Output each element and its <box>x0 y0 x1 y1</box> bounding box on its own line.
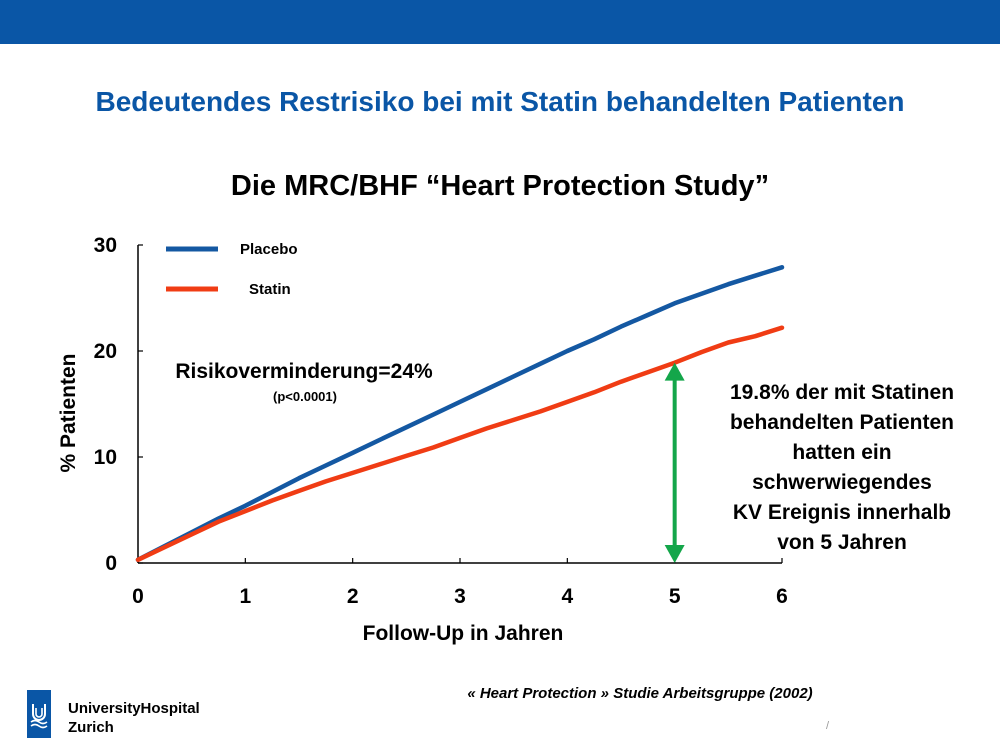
x-tick-label: 6 <box>776 585 788 608</box>
top-brand-bar <box>0 0 1000 44</box>
logo-line-2: Zurich <box>68 719 114 736</box>
callout-line: von 5 Jahren <box>777 531 907 554</box>
difference-arrow <box>664 362 685 563</box>
risk-reduction-label: Risikoverminderung=24% <box>175 360 433 383</box>
callout-line: behandelten Patienten <box>729 411 955 434</box>
y-tick-label: 10 <box>94 446 117 469</box>
logo-line-1: UniversityHospital <box>68 700 200 717</box>
arrow-head-up <box>664 362 685 381</box>
callout-line: schwerwiegendes <box>752 471 932 494</box>
callout-line: 19.8% der mit Statinen <box>729 381 955 404</box>
x-tick-label: 0 <box>132 585 144 608</box>
university-hospital-shield-icon <box>27 690 51 738</box>
chart-annotations: Risikoverminderung=24% (p<0.0001) <box>175 360 433 404</box>
legend-label: Statin <box>249 281 291 298</box>
citation: « Heart Protection » Studie Arbeitsgrupp… <box>467 685 813 702</box>
x-tick-label: 1 <box>239 585 251 608</box>
slide-title: Bedeutendes Restrisiko bei mit Statin be… <box>95 86 905 117</box>
x-tick-label: 3 <box>454 585 466 608</box>
x-tick-label: 2 <box>347 585 359 608</box>
series-line-placebo <box>135 265 785 563</box>
series-line-statin <box>135 325 785 563</box>
x-tick-label: 5 <box>669 585 681 608</box>
callout-line: hatten ein <box>792 441 892 464</box>
x-axis-label: Follow-Up in Jahren <box>363 622 564 645</box>
y-tick-label: 0 <box>105 552 117 575</box>
logo-text: UniversityHospital Zurich <box>68 699 200 737</box>
x-tick-label: 4 <box>561 585 573 608</box>
arrow-head-down <box>664 545 685 563</box>
chart-title: Die MRC/BHF “Heart Protection Study” <box>230 170 770 202</box>
y-tick-label: 20 <box>94 340 117 363</box>
chart-series <box>135 265 785 563</box>
p-value-label: (p<0.0001) <box>273 389 337 404</box>
callout-line: KV Ereignis innerhalb <box>732 501 952 524</box>
callout-text: 19.8% der mit Statinen behandelten Patie… <box>700 378 984 558</box>
tick-labels: 0 1 2 3 4 5 6 0 10 20 30 <box>94 234 788 608</box>
page-mark: / <box>826 720 830 732</box>
y-tick-label: 30 <box>94 234 117 257</box>
chart-legend: Placebo Statin <box>166 241 298 298</box>
y-axis-label: % Patienten <box>57 353 80 472</box>
legend-label: Placebo <box>240 241 298 258</box>
